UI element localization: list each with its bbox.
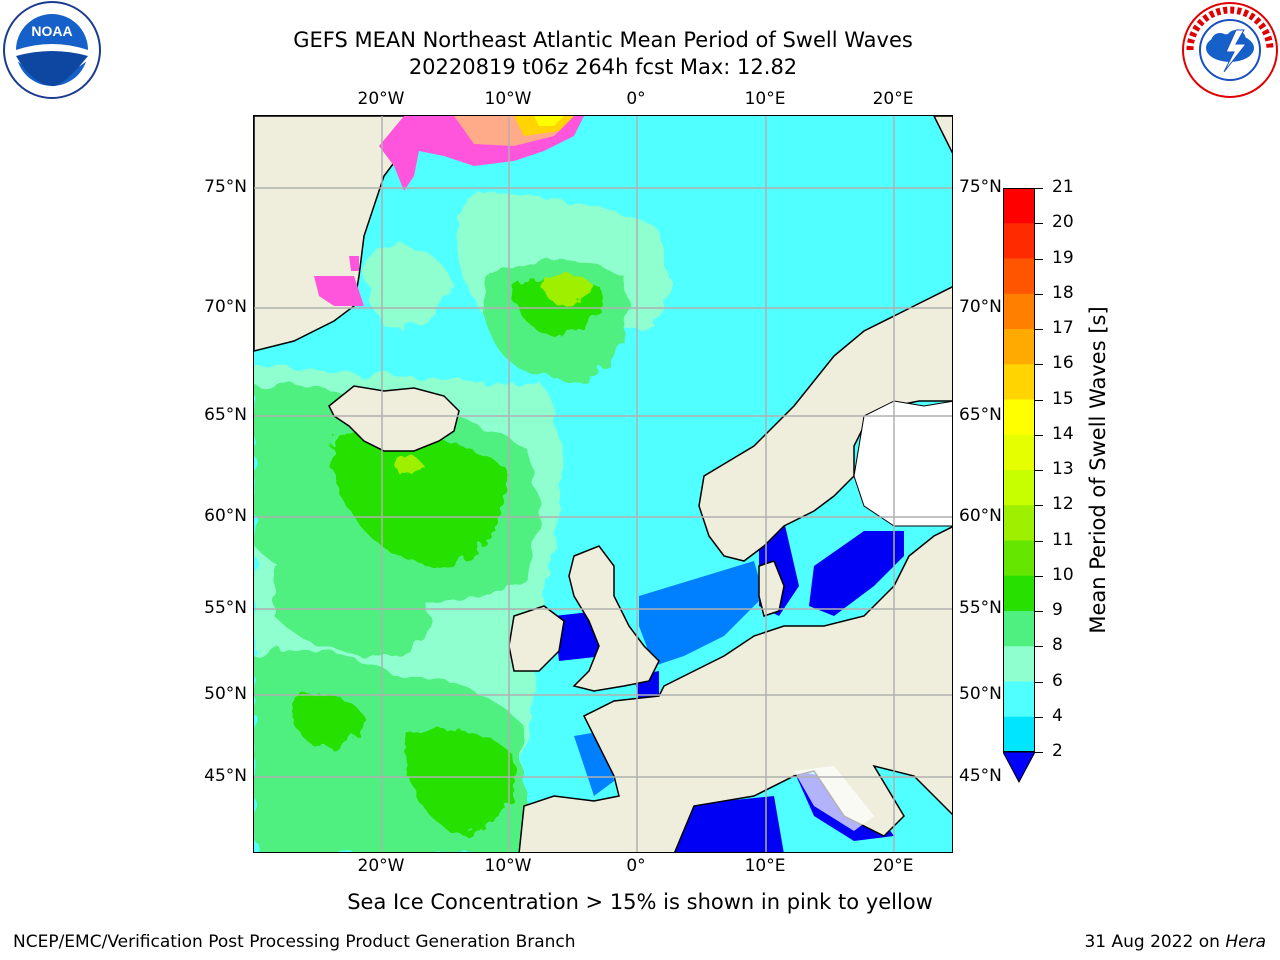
swell-peak-regions: [394, 272, 594, 475]
lon-label-top-20w: 20°W: [357, 89, 405, 109]
colorbar-tick-mark: [1035, 575, 1043, 577]
colorbar-tick-mark: [1035, 681, 1043, 683]
colorbar-tick-label: 18: [1052, 282, 1074, 303]
colorbar-tick-mark: [1035, 752, 1043, 753]
colorbar-tick-label: 14: [1052, 423, 1074, 444]
colorbar-tick-label: 4: [1052, 705, 1063, 726]
lon-label-bottom-10w: 10°W: [484, 856, 532, 876]
lat-label-left-75n: 75°N: [204, 177, 247, 197]
chart-subtitle: 20220819 t06z 264h fcst Max: 12.82: [408, 55, 798, 79]
lat-label-right-55n: 55°N: [959, 598, 1002, 618]
colorbar-tick-label: 11: [1052, 529, 1074, 550]
colorbar-segment: [1003, 470, 1035, 506]
svalbard: [933, 116, 952, 154]
colorbar-tick-label: 6: [1052, 670, 1063, 691]
lat-label-left-60n: 60°N: [204, 506, 247, 526]
lon-label-bottom-20e: 20°E: [872, 856, 914, 876]
colorbar-segment: [1003, 716, 1035, 753]
colorbar-border: [1003, 188, 1035, 752]
chart-title: GEFS MEAN Northeast Atlantic Mean Period…: [293, 28, 913, 52]
colorbar-segment: [1003, 540, 1035, 577]
continental-europe: [518, 526, 952, 852]
colorbar-tick-mark: [1035, 258, 1043, 260]
lat-label-left-55n: 55°N: [204, 598, 247, 618]
colorbar-extend-arrow: [1002, 751, 1036, 784]
colorbar-segment: [1003, 188, 1035, 224]
colorbar-tick-label: 2: [1052, 741, 1063, 761]
colorbar-tick-label: 12: [1052, 494, 1074, 515]
colorbar-tick-mark: [1035, 611, 1043, 612]
colorbar-segment: [1003, 364, 1035, 400]
colorbar-segment: [1003, 399, 1035, 436]
swell-period-map: [253, 115, 953, 853]
colorbar-segment: [1003, 611, 1035, 647]
colorbar-tick-label: 16: [1052, 353, 1074, 374]
footer-credit: NCEP/EMC/Verification Post Processing Pr…: [13, 932, 576, 952]
colorbar-tick-label: 15: [1052, 388, 1074, 409]
lat-label-left-50n: 50°N: [204, 684, 247, 704]
colorbar-segment: [1003, 575, 1035, 612]
sea-ice-note: Sea Ice Concentration > 15% is shown in …: [347, 890, 933, 914]
colorbar-tick-label: 21: [1052, 177, 1074, 197]
colorbar-tick-mark: [1035, 329, 1043, 330]
lat-lon-grid: [254, 116, 952, 852]
lon-label-top-10e: 10°E: [744, 89, 786, 109]
sea-ice: [314, 116, 584, 306]
colorbar: [1002, 188, 1036, 784]
colorbar-segment: [1003, 505, 1035, 541]
nws-logo: [1180, 0, 1280, 100]
lat-label-right-75n: 75°N: [959, 177, 1002, 197]
footer-date-text: 31 Aug 2022 on: [1084, 932, 1226, 952]
colorbar-tick-label: 19: [1052, 247, 1074, 268]
lat-label-left-65n: 65°N: [204, 405, 247, 425]
lat-label-right-65n: 65°N: [959, 405, 1002, 425]
colorbar-segment: [1003, 293, 1035, 330]
swell-bright-regions: [291, 277, 604, 836]
colorbar-tick-mark: [1035, 716, 1043, 718]
colorbar-tick-mark: [1035, 293, 1043, 295]
lon-label-top-0: 0°: [626, 89, 646, 109]
footer-date: 31 Aug 2022 on Hera: [1084, 932, 1266, 952]
footer-host: Hera: [1225, 932, 1266, 952]
lat-label-left-70n: 70°N: [204, 297, 247, 317]
colorbar-tick-label: 17: [1052, 318, 1074, 338]
lon-label-top-20e: 20°E: [872, 89, 914, 109]
noaa-logo-text: NOAA: [31, 23, 72, 39]
colorbar-tick-mark: [1035, 505, 1043, 507]
colorbar-segment: [1003, 329, 1035, 365]
colorbar-segment: [1003, 223, 1035, 259]
iceland: [328, 385, 460, 452]
colorbar-tick-mark: [1035, 223, 1043, 225]
colorbar-tick-label: 20: [1052, 212, 1074, 233]
colorbar-label: Mean Period of Swell Waves [s]: [1086, 306, 1110, 634]
colorbar-tick-mark: [1035, 540, 1043, 542]
map-canvas: [254, 116, 952, 852]
lat-label-right-50n: 50°N: [959, 684, 1002, 704]
lat-label-right-60n: 60°N: [959, 506, 1002, 526]
colorbar-tick-mark: [1035, 434, 1043, 436]
colorbar-segment: [1003, 681, 1035, 718]
lon-label-top-10w: 10°W: [484, 89, 532, 109]
colorbar-segment: [1003, 258, 1035, 295]
colorbar-tick-mark: [1035, 188, 1043, 189]
colorbar-tick-label: 10: [1052, 564, 1074, 585]
colorbar-tick-mark: [1035, 470, 1043, 471]
lon-label-bottom-0: 0°: [626, 856, 646, 876]
noaa-logo: NOAA: [2, 0, 102, 100]
colorbar-segment: [1003, 646, 1035, 682]
colorbar-tick-label: 8: [1052, 635, 1063, 656]
lon-label-bottom-20w: 20°W: [357, 856, 405, 876]
colorbar-tick-label: 9: [1052, 600, 1063, 620]
colorbar-tick-mark: [1035, 646, 1043, 648]
lat-label-right-70n: 70°N: [959, 297, 1002, 317]
colorbar-tick-mark: [1035, 364, 1043, 366]
colorbar-tick-label: 13: [1052, 459, 1074, 479]
lat-label-right-45n: 45°N: [959, 766, 1002, 786]
colorbar-segment: [1003, 434, 1035, 471]
lat-label-left-45n: 45°N: [204, 766, 247, 786]
lon-label-bottom-10e: 10°E: [744, 856, 786, 876]
colorbar-tick-mark: [1035, 399, 1043, 401]
